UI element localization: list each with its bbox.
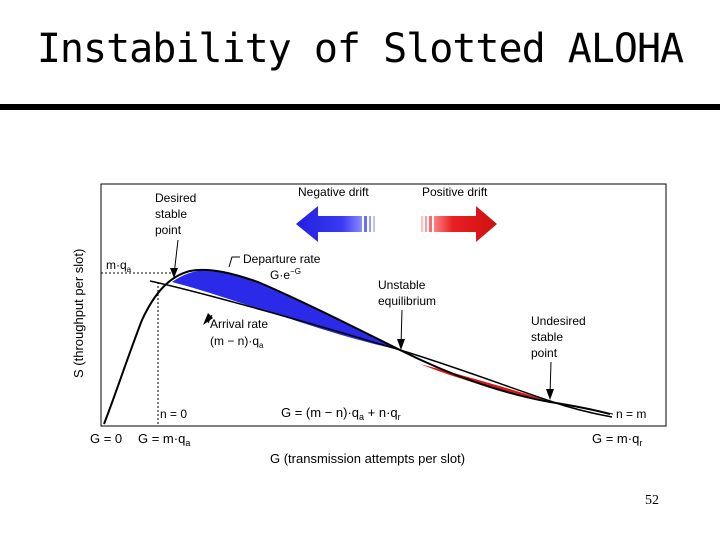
departure-rate-label: Departure rate — [243, 252, 321, 266]
arrival-rate-formula: (m − n)·qa — [210, 334, 264, 350]
y-tick-mqa: m·qa — [106, 258, 132, 274]
x-tick-g0: G = 0 — [90, 431, 122, 446]
n-m-pointer — [599, 411, 614, 415]
departure-rate-pointer — [228, 256, 240, 268]
desired-point-arrowhead — [170, 268, 178, 278]
g-formula: G = (m − n)·qa + n·qr — [281, 405, 401, 422]
page-number: 52 — [645, 493, 659, 508]
undesired-point-arrowhead — [546, 389, 554, 400]
departure-rate-curve — [103, 268, 611, 425]
positive-drift-label: Positive drift — [422, 185, 488, 199]
negative-drift-region — [172, 270, 400, 350]
x-axis-label: G (transmission attempts per slot) — [270, 451, 465, 466]
arrival-rate-label: Arrival rate — [210, 317, 268, 331]
slide-title: Instability of Slotted ALOHA — [36, 26, 684, 72]
undesired-point-label: Undesired stable point — [531, 314, 589, 360]
x-tick-gmqa: G = m·qa — [138, 431, 190, 448]
y-axis-label: S (throughput per slot) — [71, 249, 86, 378]
unstable-equilibrium-label: Unstable equilibrium — [378, 278, 436, 308]
n-m-label: n = m — [616, 407, 646, 421]
title-divider — [0, 104, 720, 110]
positive-drift-arrow — [421, 206, 497, 242]
unstable-equilibrium-arrowhead — [397, 339, 405, 350]
desired-point-label: Desired stable point — [155, 191, 200, 237]
negative-drift-arrow — [296, 206, 375, 242]
arrival-rate-arrowhead — [203, 313, 213, 325]
n-zero-label: n = 0 — [160, 407, 187, 421]
arrival-rate-line — [149, 280, 613, 418]
x-tick-gmqr: G = m·qr — [592, 431, 642, 448]
plot-frame — [100, 183, 667, 427]
negative-drift-label: Negative drift — [298, 185, 369, 199]
departure-rate-formula: G·e−G — [270, 267, 301, 282]
